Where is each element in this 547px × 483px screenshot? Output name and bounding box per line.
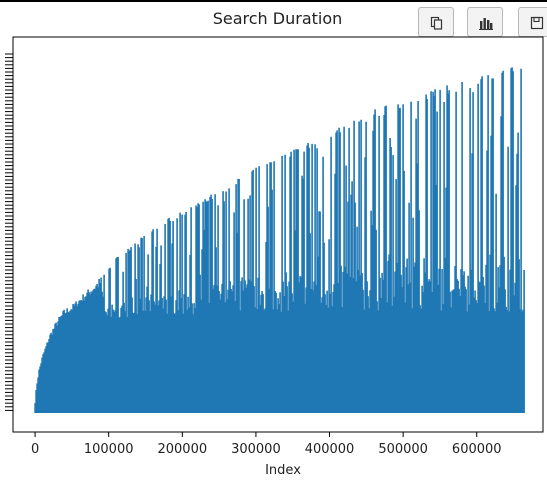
chart-title: Search Duration bbox=[212, 9, 343, 28]
chart-view-button[interactable] bbox=[467, 7, 503, 37]
series-spikes bbox=[34, 67, 525, 413]
x-tick-label: 600000 bbox=[452, 442, 502, 457]
x-tick-label: 300000 bbox=[231, 442, 281, 457]
x-tick-label: 100000 bbox=[84, 442, 134, 457]
copy-button[interactable] bbox=[418, 7, 454, 37]
x-tick-label: 500000 bbox=[378, 442, 428, 457]
copy-icon bbox=[430, 16, 443, 30]
save-button[interactable] bbox=[518, 7, 547, 37]
x-tick-label: 0 bbox=[31, 442, 39, 457]
x-tick-label: 400000 bbox=[305, 442, 355, 457]
x-tick-label: 200000 bbox=[157, 442, 207, 457]
window-top-border bbox=[0, 0, 547, 2]
save-icon bbox=[530, 16, 544, 30]
bar-chart-icon bbox=[479, 18, 493, 30]
x-axis-label: Index bbox=[265, 463, 301, 478]
